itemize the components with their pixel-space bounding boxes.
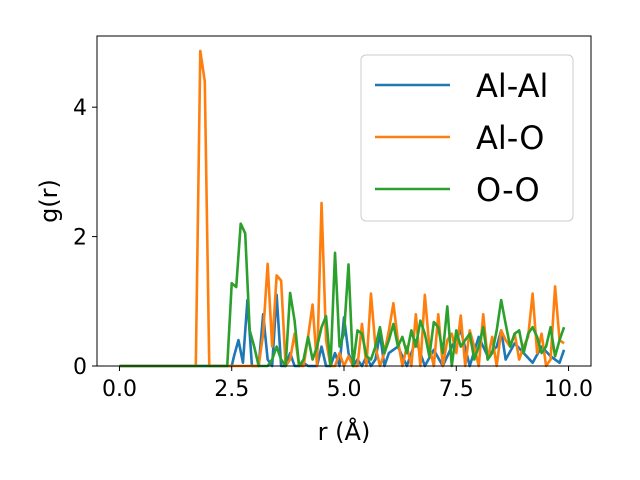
y-axis: 0 2 4 [73,96,97,380]
x-tick-label: 5.0 [327,377,362,402]
legend-label: Al-Al [476,67,548,105]
y-axis-label: g(r) [35,179,63,223]
legend: Al-Al Al-O O-O [360,54,574,222]
series-line-al-o [119,49,565,368]
legend-label: O-O [476,171,540,209]
legend-label: Al-O [476,119,544,157]
x-tick-label: 10.0 [544,377,593,402]
y-tick-label: 2 [73,226,87,251]
legend-box [360,54,574,222]
x-tick-label: 7.5 [439,377,474,402]
x-tick-label: 0.0 [102,377,137,402]
x-tick-label: 2.5 [214,377,249,402]
y-tick-label: 0 [73,355,87,380]
y-tick-label: 4 [73,96,87,121]
x-axis-label: r (Å) [318,417,371,446]
x-axis: 0.0 2.5 5.0 7.5 10.0 [102,366,593,402]
